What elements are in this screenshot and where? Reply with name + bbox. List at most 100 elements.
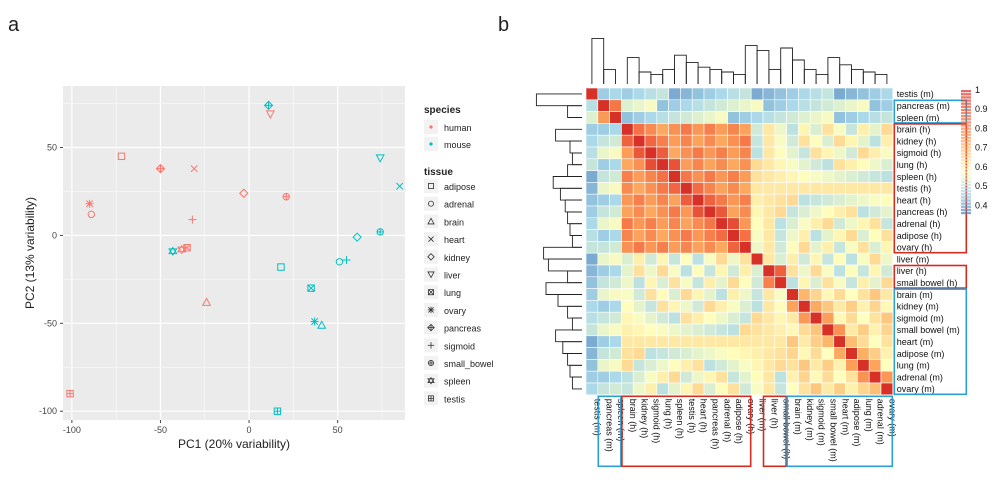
heatmap-cell [845, 264, 858, 278]
data-point [183, 244, 191, 252]
heatmap-cell [609, 158, 622, 171]
heatmap-cell [656, 229, 669, 242]
heatmap-cell [739, 370, 752, 384]
heatmap-cell [691, 87, 705, 101]
heatmap-cell [668, 182, 681, 195]
color-scale-swatch [961, 136, 971, 140]
heatmap-cell [809, 252, 823, 266]
heatmap-cell [739, 229, 752, 242]
heatmap-cell [750, 382, 764, 396]
heatmap-cell [680, 158, 693, 171]
heatmap-cell [703, 382, 717, 396]
row-label: lung (m) [897, 361, 930, 371]
heatmap-cell [868, 170, 882, 183]
heatmap-cell [632, 158, 646, 171]
heatmap-cell [857, 335, 870, 348]
heatmap-cell [880, 217, 894, 230]
heatmap-cell [845, 300, 858, 313]
heatmap-cell [727, 347, 740, 360]
heatmap-cell [880, 311, 894, 325]
heatmap-cell [750, 123, 764, 136]
heatmap-cell [691, 158, 705, 171]
row-dendrogram-branch [571, 376, 582, 390]
heatmap-cell [715, 264, 728, 278]
x-tick-label: 50 [333, 425, 343, 435]
legend-tissue-item: liver [424, 267, 461, 282]
heatmap-cell [715, 335, 728, 348]
heatmap-cell [798, 170, 811, 183]
heatmap-cell [821, 170, 835, 183]
heatmap-cell [857, 323, 870, 337]
heatmap-cell [656, 323, 669, 337]
legend-tissue-label: kidney [444, 253, 471, 263]
column-dendrogram-branch [662, 69, 675, 84]
heatmap-cell [609, 217, 622, 230]
heatmap-cell [680, 99, 693, 112]
heatmap-cell [680, 347, 693, 360]
row-label: lung (h) [897, 160, 928, 170]
heatmap-cell [821, 288, 835, 301]
heatmap-cell [585, 229, 599, 242]
heatmap-cell [786, 252, 799, 266]
heatmap-cell [750, 205, 764, 219]
heatmap-cell [691, 182, 705, 195]
heatmap-cell [680, 359, 693, 372]
heatmap-cell [845, 288, 858, 301]
heatmap-cell [632, 264, 646, 278]
heatmap-cell [644, 288, 658, 301]
heatmap-cell [880, 241, 894, 254]
heatmap-cell [762, 146, 776, 160]
heatmap-cell [703, 229, 717, 242]
heatmap-cell [880, 111, 894, 124]
heatmap-cell [632, 288, 646, 301]
row-label: sigmoid (m) [897, 313, 944, 323]
heatmap-cell [739, 359, 752, 372]
heatmap-cell [727, 370, 740, 384]
row-dendrogram-branch [569, 364, 582, 378]
heatmap-cell [845, 347, 858, 360]
heatmap-cell [644, 217, 658, 230]
heatmap-cell [644, 382, 658, 396]
heatmap-cell [880, 170, 894, 183]
column-label: kidney (m) [805, 399, 815, 441]
heatmap-cell [715, 111, 728, 124]
heatmap-cell [621, 347, 634, 360]
heatmap-cell [798, 87, 811, 101]
heatmap-cell [644, 276, 658, 289]
row-dendrogram-branch [567, 105, 582, 118]
heatmap-cell [597, 193, 610, 207]
heatmap-cell [680, 182, 693, 195]
heatmap-cell [621, 158, 634, 171]
heatmap-cell [798, 123, 811, 136]
data-point [376, 228, 384, 236]
heatmap-cell [597, 288, 610, 301]
heatmap-cell [668, 300, 681, 313]
heatmap-cell [798, 217, 811, 230]
heatmap-cell [845, 241, 858, 254]
heatmap-cell [857, 347, 870, 360]
legend-tissue-item: testis [424, 391, 466, 406]
data-point [239, 188, 249, 198]
heatmap-cell [621, 382, 634, 396]
heatmap-cell [798, 205, 811, 219]
heatmap-cell [750, 311, 764, 325]
heatmap-cell [857, 300, 870, 313]
heatmap-cell [727, 170, 740, 183]
row-dendrogram-branch [552, 176, 582, 189]
heatmap-cell [703, 347, 717, 360]
heatmap-cell [750, 264, 764, 278]
row-dendrogram-branch [567, 305, 582, 319]
heatmap-cell [632, 99, 646, 112]
y-tick-label: -100 [39, 406, 57, 416]
heatmap-cell [585, 264, 599, 278]
heatmap-cell [845, 123, 858, 136]
color-scale-swatch [961, 102, 971, 105]
heatmap-cell [632, 323, 646, 337]
heatmap-cell [833, 123, 846, 136]
heatmap-cell [739, 87, 752, 101]
heatmap-cell [691, 300, 705, 313]
legend-tissue-label: adipose [444, 182, 476, 192]
data-point [188, 215, 197, 224]
color-scale-swatch [961, 205, 971, 208]
heatmap-cell [809, 182, 823, 195]
